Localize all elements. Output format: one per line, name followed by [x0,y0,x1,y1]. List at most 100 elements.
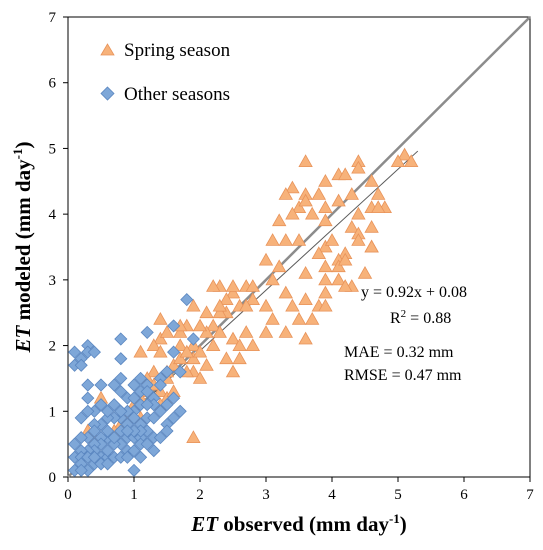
other-season-point [114,352,128,366]
spring-point [199,305,214,319]
other-season-point [147,411,161,425]
other-season-point [107,398,121,412]
spring-point [318,285,333,299]
spring-point [166,357,181,371]
spring-point [324,233,340,246]
legend-label-spring: Spring season [124,40,231,61]
spring-point [159,325,175,338]
spring-point [272,259,287,273]
fit-statistics: y = 0.92x + 0.08 R2 = 0.88 MAE = 0.32 mm… [344,284,467,384]
spring-point [351,160,366,174]
spring-point [219,351,234,365]
other-season-point [81,404,95,418]
x-tick-label: 4 [328,487,336,503]
spring-point [212,298,227,312]
other-season-point [167,319,181,333]
other-season-point [134,371,148,385]
spring-point [351,233,366,246]
other-season-point [153,378,167,392]
r-squared-sup: 2 [401,308,407,320]
other-season-point [140,325,154,339]
spring-point [186,430,201,444]
other-season-point [68,437,82,451]
spring-point [344,187,359,200]
other-season-point [167,411,181,425]
spring-point [318,239,333,253]
spring-point [153,311,168,325]
other-season-point [87,345,101,359]
spring-point [311,246,326,260]
spring-point [146,338,161,352]
other-season-point [101,444,115,458]
other-season-point [107,431,121,445]
y-tick-label: 4 [49,207,57,223]
other-season-point [186,332,200,346]
y-axis-title-sup: -1 [10,149,25,160]
spring-point [258,252,274,266]
spring-point [285,298,300,312]
spring-point [318,213,333,227]
spring-point [212,305,227,319]
spring-point [225,285,241,299]
spring-point [239,325,254,338]
spring-point [212,325,227,338]
spring-point [364,219,379,233]
spring-point [331,193,346,207]
other-season-point [167,391,181,405]
y-axis-title-close: ) [11,142,35,149]
spring-point [318,200,333,214]
spring-point [225,364,241,378]
spring-point [298,154,313,168]
spring-point [278,187,293,200]
x-tick-label: 2 [196,487,204,503]
spring-point [311,187,326,200]
y-tick-label: 0 [49,470,57,486]
other-season-point [147,444,161,458]
spring-point [258,298,274,312]
spring-point [357,265,373,279]
spring-point [225,331,241,345]
other-season-point [127,391,141,405]
spring-point [153,331,168,345]
spring-point [153,344,168,358]
spring-point [239,298,254,312]
spring-point [397,147,412,161]
legend: Spring season Other seasons [100,40,231,105]
spring-point [192,318,208,332]
spring-point [258,325,274,338]
other-seasons-points [68,293,200,477]
spring-point [278,325,293,338]
spring-point [364,239,379,253]
spring-point [245,279,260,292]
x-axis-ticks: 0 1 2 3 4 5 6 7 [64,477,534,503]
x-tick-label: 3 [262,487,270,503]
other-season-point [114,385,128,399]
spring-point [192,344,208,358]
r-squared-value: = 0.88 [406,310,451,327]
spring-point [318,259,333,273]
spring-point [179,344,194,358]
r-squared: R2 = 0.88 [390,308,451,327]
legend-marker-spring [100,43,115,56]
spring-point [338,167,353,181]
x-axis-title-text: observed (mm day [218,512,389,536]
spring-point [285,206,300,220]
spring-point [338,279,353,292]
other-season-point [94,398,108,412]
spring-point [232,351,247,365]
spring-point [133,344,148,358]
other-season-point [140,437,154,451]
spring-point [219,292,234,306]
regression-equation: y = 0.92x + 0.08 [361,284,467,301]
other-season-point [120,424,134,438]
other-season-point [101,457,115,471]
x-tick-label: 5 [394,487,402,503]
spring-point [344,219,359,233]
spring-point [298,331,313,345]
other-season-point [127,444,141,458]
spring-point [186,351,201,365]
spring-point [278,233,293,246]
x-axis-title-sup: -1 [389,511,400,526]
spring-point [245,292,260,306]
spring-point [318,173,333,187]
